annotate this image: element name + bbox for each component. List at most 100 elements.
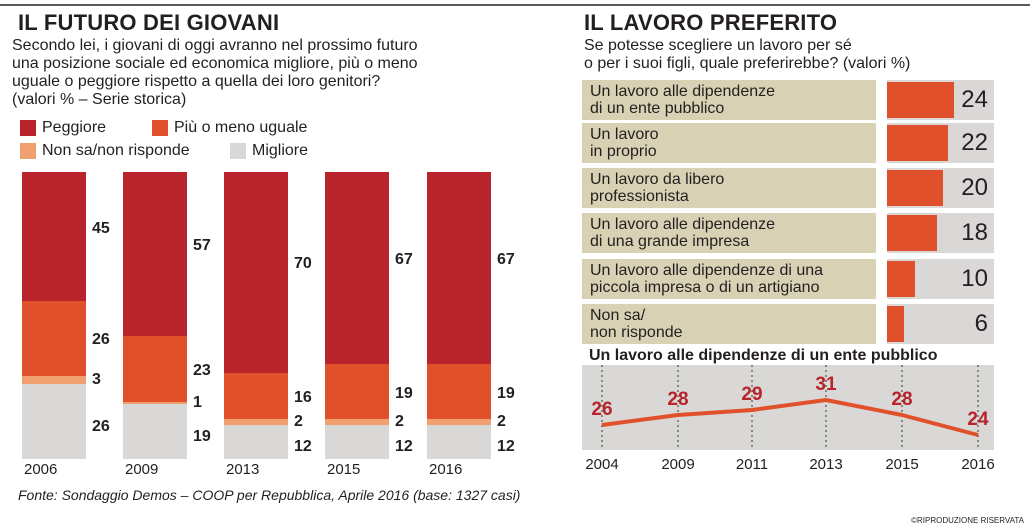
job-label-line: Un lavoro alle dipendenze [590,83,776,100]
source-note: Fonte: Sondaggio Demos – COOP per Repubb… [18,487,521,503]
data-label: 3 [92,371,101,389]
data-label: 67 [497,251,515,269]
x-tick-label: 2016 [429,461,463,478]
job-bar [887,215,938,251]
legend-label: Più o meno uguale [174,119,308,136]
copyright: ©RIPRODUZIONE RISERVATA [911,516,1024,525]
job-bar [887,125,949,161]
right-subtitle: Se potesse scegliere un lavoro per sé o … [584,37,910,73]
legend-item-peggiore: Peggiore [20,119,106,137]
bar-segment [123,404,187,459]
job-row: Un lavoro da libero professionista 20 [582,168,994,208]
job-label-line: Un lavoro [590,126,659,143]
point-label: 24 [967,409,989,430]
bar-segment [224,424,288,459]
bar-segment [123,335,187,402]
right-subtitle-line: o per i suoi figli, quale preferirebbe? … [584,55,911,72]
job-row: Un lavoro alle dipendenze di un ente pubb… [582,80,994,120]
data-label: 70 [294,255,312,273]
line-chart: 26 28 29 31 28 24 2004 2009 2011 2013 2015 2016 [582,365,994,473]
data-label: 23 [193,361,211,379]
job-bar-track [887,304,994,344]
bar-segment [22,375,86,385]
job-label: Un lavoro in proprio [582,123,876,163]
bar-segment [123,401,187,405]
bar-segment [224,172,288,373]
job-row: Non sa/non risponde 6 [582,304,994,344]
left-subtitle-line: una posizione sociale ed economica migli… [12,55,418,72]
legend-item-migliore: Migliore [230,142,308,160]
series-line [601,398,979,437]
bar-segment [22,384,86,459]
right-subtitle-line: Se potesse scegliere un lavoro per sé [584,37,852,54]
legend-label: Non sa/non risponde [42,142,190,159]
job-bar [887,82,954,118]
data-label: 67 [395,251,413,269]
data-label: 12 [497,437,515,455]
bar-segment [325,418,389,425]
legend-swatch [230,143,246,159]
point-label: 29 [741,384,762,405]
data-label: 2 [395,412,404,430]
x-tick-label: 2013 [809,456,842,473]
job-bar [887,170,943,206]
point-label: 28 [891,389,912,410]
data-label: 26 [92,331,110,349]
job-bar [887,261,915,297]
data-label: 57 [193,236,211,254]
legend-label: Migliore [252,142,309,159]
legend-item-uguale: Più o meno uguale [152,119,307,137]
data-label: 2 [497,412,506,430]
job-row: Un lavoro alle dipendenze di una grande i… [582,213,994,253]
bar-segment [325,424,389,459]
x-tick-label: 2013 [226,461,260,478]
job-label: Un lavoro alle dipendenze di una piccola … [582,259,876,299]
data-label: 19 [497,384,515,402]
data-label: 2 [294,412,303,430]
bar-segment [22,172,86,302]
legend-swatch [152,120,168,136]
job-label: Non sa/non risponde [582,304,876,344]
bar-segment [427,364,491,419]
legend-item-nonsa: Non sa/non risponde [20,142,190,160]
line-chart-title: Un lavoro alle dipendenze di un ente pub… [589,347,938,364]
bar-segment [224,372,288,419]
job-value: 10 [961,265,988,292]
job-label-line: professionista [590,188,689,205]
x-tick-label: 2006 [24,461,58,478]
job-value: 20 [961,174,988,201]
job-label-line: di un ente pubblico [590,100,725,117]
job-label: Un lavoro da libero professionista [582,168,876,208]
left-title: IL FUTURO DEI GIOVANI [18,10,280,35]
job-bar [887,306,904,342]
job-label-line: in proprio [590,143,657,160]
point-label: 26 [591,399,612,420]
bar-segment [224,418,288,425]
x-tick-label: 2011 [736,456,768,473]
data-label: 45 [92,219,110,237]
data-label: 16 [294,388,312,406]
job-row: Un lavoro in proprio 22 [582,123,994,163]
bar-segment [427,172,491,365]
bar-segment [325,172,389,365]
left-subtitle-line: uguale o peggiore rispetto a quella dei … [12,73,381,90]
x-tick-label: 2009 [125,461,159,478]
point-label: 31 [815,374,837,395]
x-tick-label: 2016 [961,456,994,473]
bar-segment [325,364,389,419]
job-label: Un lavoro alle dipendenze di una grande i… [582,213,876,253]
data-label: 19 [395,384,413,402]
x-tick-label: 2004 [585,456,618,473]
job-label-line: non risponde [590,324,683,341]
bar-segment [427,418,491,425]
left-subtitle: Secondo lei, i giovani di oggi avranno n… [12,37,418,109]
x-tick-label: 2009 [661,456,694,473]
right-title: IL LAVORO PREFERITO [584,10,838,35]
job-value: 18 [961,219,988,246]
job-row: Un lavoro alle dipendenze di una piccola … [582,259,994,299]
legend-swatch [20,143,36,159]
job-label-line: di una grande impresa [590,233,750,250]
legend-swatch [20,120,36,136]
job-label-line: Un lavoro alle dipendenze [590,216,776,233]
top-rule [0,4,1030,6]
